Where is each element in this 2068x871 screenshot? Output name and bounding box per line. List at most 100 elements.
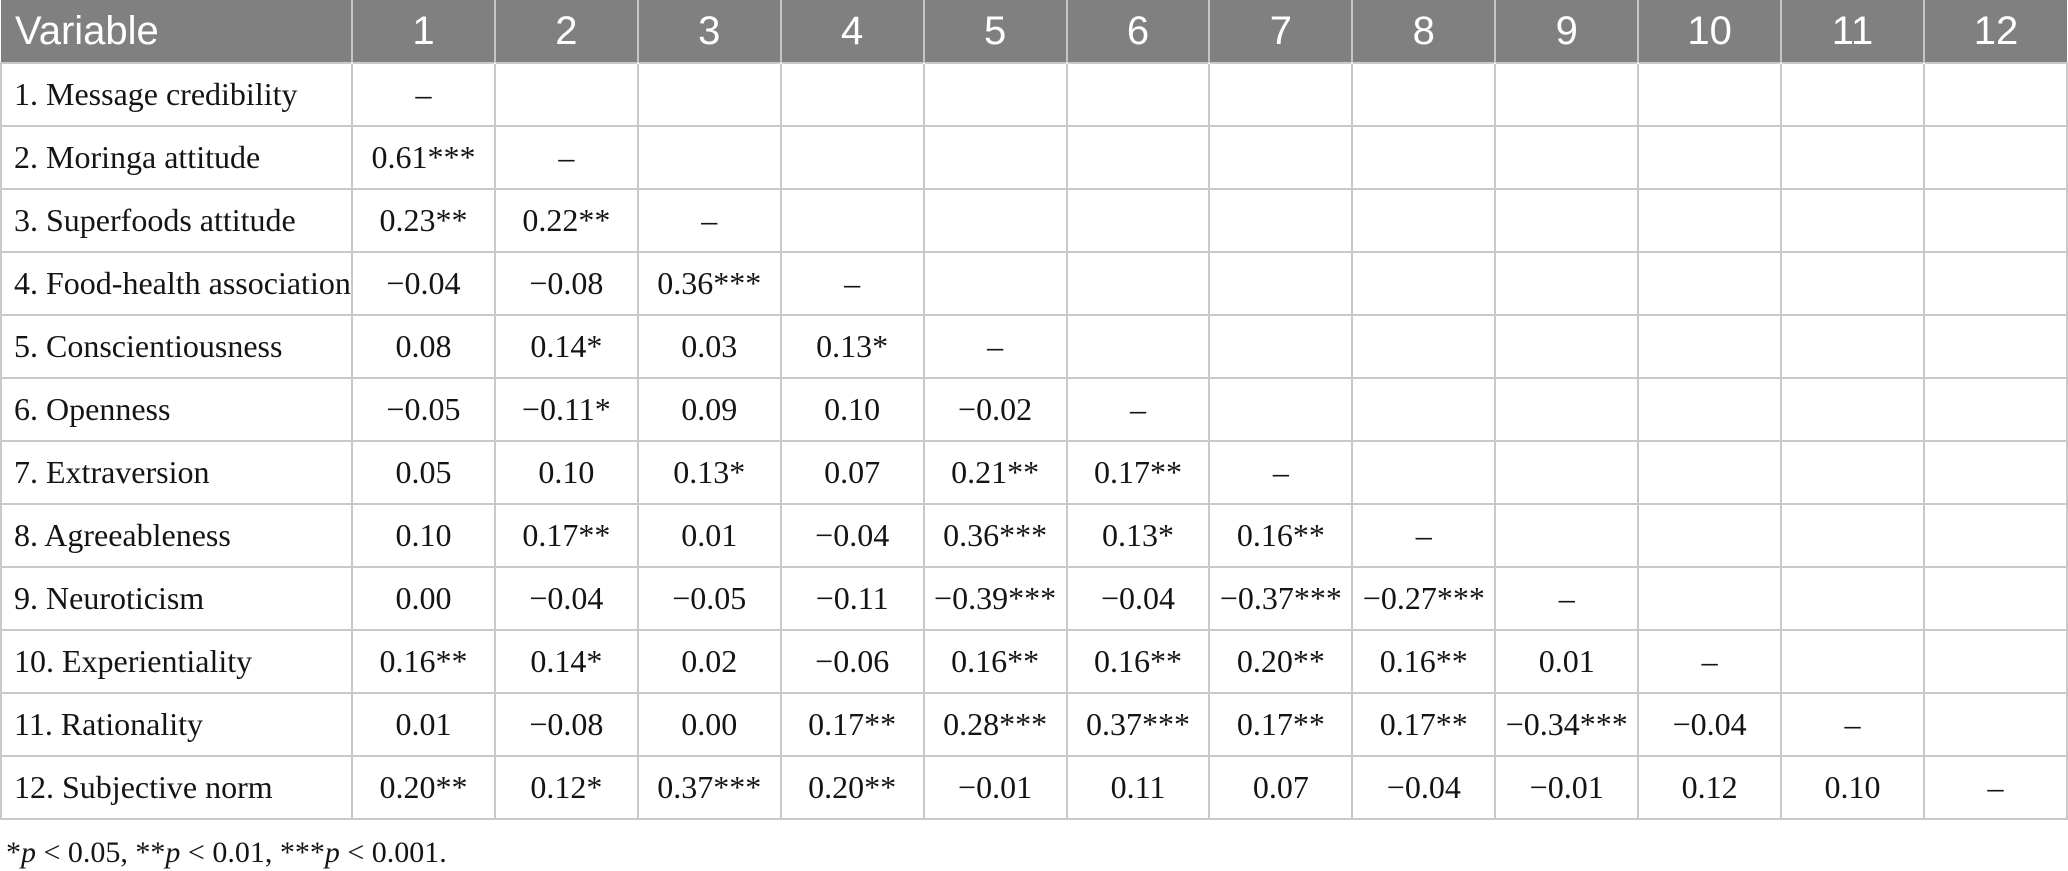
cell-r4-c9 <box>1494 251 1640 316</box>
cell-r10-c6: 0.16** <box>1065 629 1211 694</box>
cell-r1-c10 <box>1637 62 1783 127</box>
cell-r2-c11 <box>1780 125 1925 190</box>
cell-r4-c1: −0.04 <box>351 251 496 316</box>
cell-r12-c5: −0.01 <box>922 755 1068 820</box>
cell-r5-c2: 0.14* <box>493 314 639 379</box>
footnote-p: p <box>324 836 340 869</box>
cell-r11-c11: – <box>1780 692 1925 757</box>
cell-r6-c9 <box>1494 377 1640 442</box>
cell-r4-c4: – <box>779 251 925 316</box>
cell-r11-c4: 0.17** <box>779 692 925 757</box>
cell-r10-c5: 0.16** <box>922 629 1068 694</box>
cell-r2-c9 <box>1494 125 1640 190</box>
cell-r12-c9: −0.01 <box>1494 755 1640 820</box>
header-col-1: 1 <box>351 0 495 63</box>
cell-r6-c6: – <box>1065 377 1211 442</box>
cell-r1-c1: – <box>351 62 496 127</box>
cell-r8-c7: 0.16** <box>1208 503 1354 568</box>
row-label-9: 9. Neuroticism <box>0 566 353 631</box>
cell-r7-c7: – <box>1208 440 1354 505</box>
cell-r10-c10: – <box>1637 629 1783 694</box>
cell-r6-c8 <box>1351 377 1497 442</box>
footnote-text: < 0.01, *** <box>180 836 325 869</box>
cell-r5-c5: – <box>922 314 1068 379</box>
cell-r3-c9 <box>1494 188 1640 253</box>
cell-r11-c3: 0.00 <box>636 692 782 757</box>
cell-r11-c9: −0.34*** <box>1494 692 1640 757</box>
cell-r5-c3: 0.03 <box>636 314 782 379</box>
row-label-12: 12. Subjective norm <box>0 755 353 820</box>
cell-r4-c6 <box>1065 251 1211 316</box>
table-row-7: 7. Extraversion 0.05 0.10 0.13* 0.07 0.21** 0.… <box>0 440 2068 505</box>
header-col-5: 5 <box>922 0 1067 63</box>
cell-r7-c4: 0.07 <box>779 440 925 505</box>
cell-r1-c12 <box>1922 62 2068 127</box>
footnote-text: < 0.001. <box>339 836 447 869</box>
header-col-9: 9 <box>1494 0 1639 63</box>
cell-r12-c3: 0.37*** <box>636 755 782 820</box>
cell-r9-c3: −0.05 <box>636 566 782 631</box>
row-label-1: 1. Message credibility <box>0 62 353 127</box>
table-row-4: 4. Food-health association −0.04 −0.08 0.36… <box>0 251 2068 316</box>
cell-r6-c10 <box>1637 377 1783 442</box>
cell-r6-c5: −0.02 <box>922 377 1068 442</box>
cell-r7-c1: 0.05 <box>351 440 496 505</box>
table-body: 1. Message credibility –2. Moringa attitu… <box>0 62 2068 820</box>
row-label-11: 11. Rationality <box>0 692 353 757</box>
cell-r1-c3 <box>636 62 782 127</box>
cell-r7-c10 <box>1637 440 1783 505</box>
row-label-4: 4. Food-health association <box>0 251 353 316</box>
cell-r5-c9 <box>1494 314 1640 379</box>
cell-r11-c6: 0.37*** <box>1065 692 1211 757</box>
header-col-10: 10 <box>1637 0 1782 63</box>
header-col-2: 2 <box>493 0 638 63</box>
header-col-12: 12 <box>1922 0 2067 63</box>
cell-r5-c4: 0.13* <box>779 314 925 379</box>
cell-r7-c2: 0.10 <box>493 440 639 505</box>
cell-r6-c11 <box>1780 377 1925 442</box>
table-header: Variable 1 2 3 4 5 6 7 8 9 10 11 12 <box>1 0 2067 63</box>
header-col-11: 11 <box>1780 0 1924 63</box>
cell-r5-c1: 0.08 <box>351 314 496 379</box>
cell-r12-c2: 0.12* <box>493 755 639 820</box>
cell-r3-c3: – <box>636 188 782 253</box>
cell-r11-c2: −0.08 <box>493 692 639 757</box>
cell-r8-c8: – <box>1351 503 1497 568</box>
table-row-1: 1. Message credibility – <box>0 62 2068 127</box>
row-label-5: 5. Conscientiousness <box>0 314 353 379</box>
table-row-8: 8. Agreeableness 0.10 0.17** 0.01 −0.04 0.36*… <box>0 503 2068 568</box>
cell-r4-c2: −0.08 <box>493 251 639 316</box>
cell-r9-c12 <box>1922 566 2068 631</box>
row-label-3: 3. Superfoods attitude <box>0 188 353 253</box>
table-row-5: 5. Conscientiousness 0.08 0.14* 0.03 0.13* – <box>0 314 2068 379</box>
cell-r12-c11: 0.10 <box>1780 755 1925 820</box>
cell-r9-c10 <box>1637 566 1783 631</box>
cell-r4-c10 <box>1637 251 1783 316</box>
cell-r7-c9 <box>1494 440 1640 505</box>
cell-r9-c7: −0.37*** <box>1208 566 1354 631</box>
correlation-table: Variable 1 2 3 4 5 6 7 8 9 10 11 12 1. Message credi… <box>0 0 2068 820</box>
cell-r12-c12: – <box>1922 755 2068 820</box>
cell-r1-c7 <box>1208 62 1354 127</box>
cell-r12-c4: 0.20** <box>779 755 925 820</box>
header-col-6: 6 <box>1065 0 1210 63</box>
cell-r7-c3: 0.13* <box>636 440 782 505</box>
cell-r4-c12 <box>1922 251 2068 316</box>
cell-r12-c10: 0.12 <box>1637 755 1783 820</box>
cell-r3-c6 <box>1065 188 1211 253</box>
row-label-10: 10. Experientiality <box>0 629 353 694</box>
cell-r8-c12 <box>1922 503 2068 568</box>
cell-r8-c10 <box>1637 503 1783 568</box>
cell-r9-c11 <box>1780 566 1925 631</box>
cell-r9-c8: −0.27*** <box>1351 566 1497 631</box>
cell-r10-c2: 0.14* <box>493 629 639 694</box>
cell-r4-c3: 0.36*** <box>636 251 782 316</box>
cell-r8-c5: 0.36*** <box>922 503 1068 568</box>
cell-r3-c1: 0.23** <box>351 188 496 253</box>
cell-r1-c9 <box>1494 62 1640 127</box>
header-col-7: 7 <box>1208 0 1353 63</box>
cell-r11-c12 <box>1922 692 2068 757</box>
footnote-p: p <box>165 836 181 869</box>
cell-r9-c4: −0.11 <box>779 566 925 631</box>
footnote-text: * <box>6 836 21 869</box>
